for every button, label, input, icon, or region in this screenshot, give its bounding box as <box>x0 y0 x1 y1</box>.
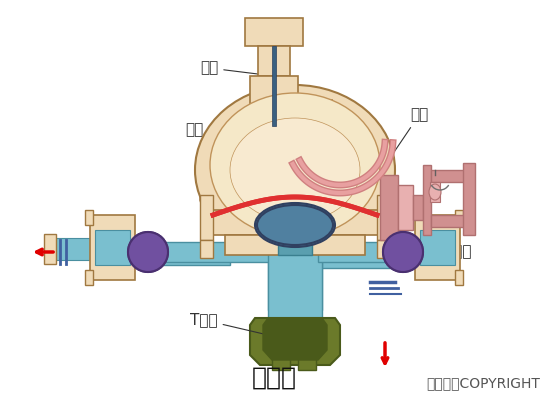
Polygon shape <box>268 242 322 318</box>
Polygon shape <box>100 242 270 262</box>
Bar <box>463 163 475 235</box>
Bar <box>258 46 290 76</box>
Ellipse shape <box>128 232 168 272</box>
Bar <box>85 270 93 285</box>
Polygon shape <box>250 318 340 365</box>
Bar <box>413 195 423 220</box>
Bar <box>423 165 431 235</box>
Bar <box>455 270 463 285</box>
Ellipse shape <box>255 203 335 247</box>
Bar <box>44 234 56 264</box>
Bar <box>245 18 303 46</box>
Ellipse shape <box>257 205 333 245</box>
Ellipse shape <box>383 232 423 272</box>
Polygon shape <box>377 240 390 258</box>
Bar <box>398 185 413 230</box>
Polygon shape <box>225 235 365 255</box>
Ellipse shape <box>210 93 380 237</box>
Bar <box>430 182 440 202</box>
Bar <box>272 355 290 370</box>
Bar <box>431 170 466 182</box>
Ellipse shape <box>230 118 360 222</box>
Polygon shape <box>95 245 230 265</box>
Ellipse shape <box>383 232 423 272</box>
Polygon shape <box>200 130 390 215</box>
Text: T型管: T型管 <box>190 312 265 334</box>
Text: 隔膜: 隔膜 <box>367 107 428 193</box>
Polygon shape <box>322 248 420 268</box>
Polygon shape <box>200 240 213 258</box>
Bar <box>272 46 276 126</box>
Ellipse shape <box>128 232 168 272</box>
Text: 泵体: 泵体 <box>185 123 248 154</box>
Bar <box>455 210 463 225</box>
Text: 单向球阀: 单向球阀 <box>423 244 471 259</box>
Bar <box>85 210 93 225</box>
Ellipse shape <box>429 184 441 200</box>
Bar <box>50 238 90 260</box>
Text: 气缸: 气缸 <box>200 60 271 76</box>
Polygon shape <box>278 195 312 255</box>
Bar <box>90 215 135 280</box>
Polygon shape <box>268 250 322 310</box>
Polygon shape <box>318 242 425 262</box>
Bar <box>431 215 466 227</box>
Bar <box>250 76 298 104</box>
Polygon shape <box>210 210 380 235</box>
Bar <box>420 230 455 265</box>
Bar <box>95 230 130 265</box>
Ellipse shape <box>220 115 370 235</box>
Polygon shape <box>200 195 213 240</box>
Polygon shape <box>377 195 390 240</box>
Text: 东方仿真COPYRIGHT: 东方仿真COPYRIGHT <box>426 376 540 390</box>
Bar <box>258 100 332 118</box>
Bar <box>415 215 460 280</box>
Text: 隔膜泵: 隔膜泵 <box>252 366 296 390</box>
Ellipse shape <box>195 85 395 255</box>
Bar <box>380 175 398 240</box>
Polygon shape <box>263 318 327 360</box>
Bar <box>298 355 316 370</box>
